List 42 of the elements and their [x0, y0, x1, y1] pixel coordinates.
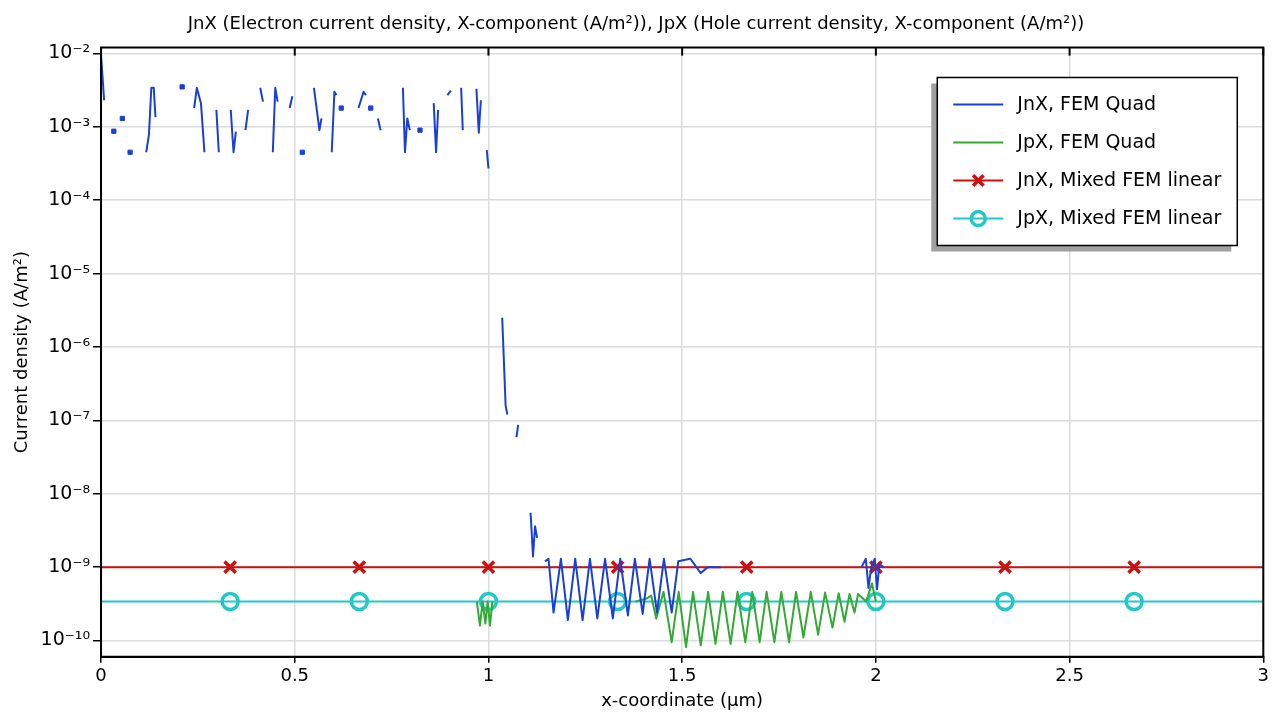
- point: [417, 127, 423, 133]
- point: [299, 149, 305, 155]
- y-axis-title: Current density (A/m²): [10, 251, 32, 454]
- legend-label: JpX, Mixed FEM linear: [1016, 205, 1222, 228]
- point: [222, 559, 238, 575]
- point: [1124, 591, 1144, 612]
- y-tick-label: 10⁻²: [48, 40, 91, 63]
- y-tick-label: 10⁻⁸: [48, 480, 91, 503]
- point: [111, 128, 117, 134]
- x-axis-title: x-coordinate (µm): [601, 688, 764, 710]
- point: [866, 591, 886, 612]
- point: [368, 105, 374, 111]
- legend-label: JpX, FEM Quad: [1016, 129, 1157, 152]
- y-tick-label: 10⁻¹⁰: [40, 627, 91, 650]
- point: [481, 559, 496, 575]
- y-tick-label: 10⁻³: [48, 113, 91, 136]
- point: [119, 115, 125, 122]
- x-tick-label: 2: [870, 664, 882, 686]
- point: [349, 591, 370, 612]
- point: [351, 559, 367, 575]
- x-tick-label: 1.5: [667, 664, 697, 686]
- point: [179, 84, 185, 90]
- point: [127, 149, 133, 155]
- point: [220, 591, 240, 612]
- x-tick-label: 2.5: [1055, 664, 1084, 686]
- legend-label: JnX, Mixed FEM linear: [1016, 167, 1222, 190]
- y-tick-label: 10⁻⁶: [48, 333, 91, 356]
- point: [739, 559, 755, 575]
- point: [338, 105, 344, 111]
- x-tick-label: 3: [1257, 664, 1269, 686]
- y-tick-label: 10⁻⁷: [48, 407, 91, 430]
- x-tick-label: 0.5: [280, 664, 310, 686]
- x-tick-label: 0: [95, 664, 107, 686]
- legend-label: JnX, FEM Quad: [1016, 91, 1157, 114]
- y-tick-label: 10⁻⁹: [48, 554, 91, 577]
- point: [995, 591, 1015, 612]
- y-tick-label: 10⁻⁴: [48, 187, 91, 210]
- x-tick-label: 1: [482, 664, 495, 686]
- point: [997, 559, 1013, 575]
- point: [1126, 559, 1142, 575]
- chart-title: JnX (Electron current density, X-component (A/m²)), JpX (Hole current density, X-component (A/m²)): [186, 12, 1085, 34]
- y-tick-label: 10⁻⁵: [48, 260, 91, 283]
